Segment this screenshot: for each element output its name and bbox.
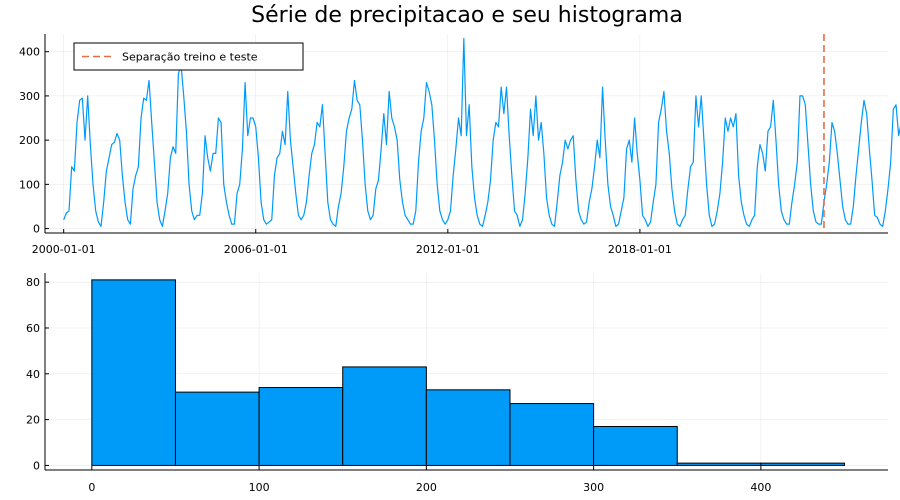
histogram-bar <box>676 462 762 466</box>
time-series-panel: 0 100 200 300 400 2000-01-01 2006-01-01 2012-01… <box>19 34 900 256</box>
y-tick-label: 20 <box>26 414 40 427</box>
legend-box <box>73 42 304 71</box>
y-tick-label: 0 <box>33 459 40 472</box>
y-tick-label: 40 <box>26 368 40 381</box>
y-tick-label: 100 <box>19 178 40 191</box>
y-tick-label: 400 <box>19 46 40 59</box>
series-line <box>63 37 900 227</box>
histogram-bar <box>760 462 846 466</box>
histogram-bar <box>342 366 427 466</box>
y-tick-label: 60 <box>26 322 40 335</box>
y-tick-label: 300 <box>19 90 40 103</box>
histogram-bar <box>91 279 176 466</box>
y-tick-label: 80 <box>26 276 40 289</box>
x-tick-label: 2012-01-01 <box>416 243 480 256</box>
histogram-bar <box>425 389 511 466</box>
x-tick-label: 2006-01-01 <box>224 243 288 256</box>
x-tick-label: 200 <box>416 481 437 494</box>
legend-label: Separação treino e teste <box>122 51 258 64</box>
y-tick-label: 200 <box>19 134 40 147</box>
y-tick-label: 0 <box>33 223 40 236</box>
chart-title: Série de precipitacao e seu histograma <box>251 3 683 28</box>
x-tick-label: 300 <box>583 481 604 494</box>
histogram-panel: 0 20 40 60 80 0 100 200 300 400 <box>26 273 888 494</box>
x-tick-label: 2000-01-01 <box>32 243 96 256</box>
x-tick-label: 2018-01-01 <box>608 243 672 256</box>
x-tick-label: 100 <box>249 481 270 494</box>
histogram-bar <box>593 425 678 466</box>
histogram-bar <box>509 403 595 466</box>
x-tick-label: 400 <box>750 481 771 494</box>
histogram-bar <box>174 391 260 466</box>
histogram-bar <box>258 387 344 466</box>
x-tick-label: 0 <box>88 481 95 494</box>
